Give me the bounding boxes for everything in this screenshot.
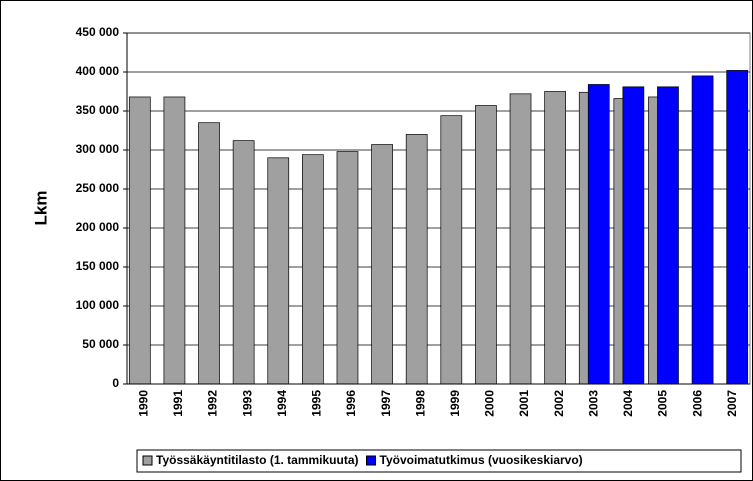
bar bbox=[587, 84, 610, 385]
bar bbox=[371, 144, 393, 385]
y-tick-label: 350 000 bbox=[76, 103, 120, 117]
bar bbox=[440, 115, 463, 385]
x-tick-label: 1991 bbox=[171, 390, 185, 417]
y-tick-label: 450 000 bbox=[76, 25, 120, 39]
bar bbox=[336, 151, 359, 385]
plot-area bbox=[126, 32, 751, 385]
y-tick-label: 0 bbox=[112, 376, 119, 390]
x-tick-label: 1997 bbox=[379, 390, 393, 417]
x-tick-label: 2000 bbox=[483, 390, 497, 417]
x-tick-label: 1994 bbox=[275, 390, 289, 417]
legend-swatch bbox=[142, 455, 153, 466]
y-tick-label: 100 000 bbox=[76, 298, 120, 312]
x-tick-label: 2002 bbox=[552, 390, 566, 417]
legend-label: Työssäkäyntitilasto (1. tammikuuta) bbox=[156, 453, 359, 467]
x-tick-label: 1993 bbox=[240, 390, 254, 417]
x-tick-label: 2005 bbox=[656, 390, 670, 417]
x-tick-label: 2004 bbox=[621, 390, 635, 417]
x-tick-label: 2006 bbox=[690, 390, 704, 417]
bar bbox=[726, 70, 749, 385]
x-tick-label: 1990 bbox=[136, 390, 150, 417]
bar bbox=[691, 75, 714, 385]
bar bbox=[302, 154, 324, 385]
y-tick-label: 50 000 bbox=[82, 337, 119, 351]
y-tick-label: 250 000 bbox=[76, 181, 120, 195]
y-tick-label: 200 000 bbox=[76, 220, 120, 234]
bar bbox=[232, 140, 255, 385]
bar bbox=[475, 105, 497, 385]
y-tick-label: 300 000 bbox=[76, 142, 120, 156]
y-tick-label: 150 000 bbox=[76, 259, 120, 273]
x-tick-label: 2003 bbox=[586, 390, 600, 417]
bar bbox=[405, 134, 428, 385]
bar bbox=[128, 96, 151, 385]
bar bbox=[267, 157, 290, 385]
bar bbox=[509, 93, 532, 385]
bar bbox=[622, 86, 645, 385]
bar bbox=[544, 91, 566, 385]
legend-swatch bbox=[366, 455, 376, 466]
y-tick-label: 400 000 bbox=[76, 64, 120, 78]
legend-box bbox=[136, 449, 742, 473]
x-tick-label: 1998 bbox=[413, 390, 427, 417]
x-tick-label: 1996 bbox=[344, 390, 358, 417]
x-tick-label: 1992 bbox=[206, 390, 220, 417]
y-axis-label: Lkm bbox=[31, 191, 50, 226]
bar bbox=[198, 122, 220, 385]
x-tick-label: 1995 bbox=[310, 390, 324, 417]
legend-label: Työvoimatutkimus (vuosikeskiarvo) bbox=[380, 453, 583, 467]
bar bbox=[657, 86, 679, 385]
bar bbox=[163, 96, 186, 385]
x-tick-label: 2007 bbox=[725, 390, 739, 417]
x-tick-label: 1999 bbox=[448, 390, 462, 417]
x-tick-label: 2001 bbox=[517, 390, 531, 417]
